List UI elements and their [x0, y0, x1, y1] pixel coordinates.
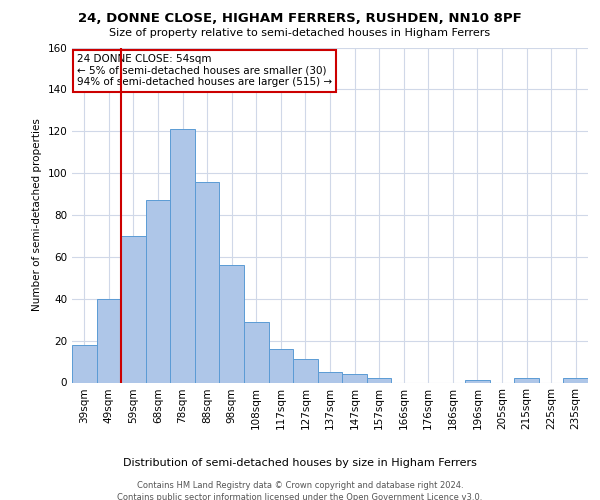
Bar [244, 322, 269, 382]
Text: Contains public sector information licensed under the Open Government Licence v3: Contains public sector information licen… [118, 492, 482, 500]
Bar [342, 374, 367, 382]
Text: Distribution of semi-detached houses by size in Higham Ferrers: Distribution of semi-detached houses by … [123, 458, 477, 468]
Bar [72, 345, 97, 383]
Bar [121, 236, 146, 382]
Bar [97, 298, 121, 382]
Bar [563, 378, 588, 382]
Text: 24, DONNE CLOSE, HIGHAM FERRERS, RUSHDEN, NN10 8PF: 24, DONNE CLOSE, HIGHAM FERRERS, RUSHDEN… [78, 12, 522, 26]
Bar [220, 265, 244, 382]
Bar [514, 378, 539, 382]
Bar [146, 200, 170, 382]
Text: 24 DONNE CLOSE: 54sqm
← 5% of semi-detached houses are smaller (30)
94% of semi-: 24 DONNE CLOSE: 54sqm ← 5% of semi-detac… [77, 54, 332, 88]
Text: Size of property relative to semi-detached houses in Higham Ferrers: Size of property relative to semi-detach… [109, 28, 491, 38]
Bar [367, 378, 391, 382]
Bar [195, 182, 220, 382]
Bar [170, 129, 195, 382]
Text: Contains HM Land Registry data © Crown copyright and database right 2024.: Contains HM Land Registry data © Crown c… [137, 481, 463, 490]
Bar [269, 349, 293, 382]
Bar [465, 380, 490, 382]
Y-axis label: Number of semi-detached properties: Number of semi-detached properties [32, 118, 42, 312]
Bar [318, 372, 342, 382]
Bar [293, 360, 318, 382]
